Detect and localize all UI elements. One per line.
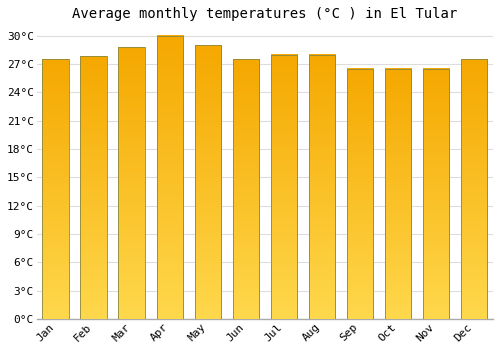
Bar: [118, 47, 145, 319]
Bar: [156, 36, 183, 319]
Bar: [460, 59, 487, 319]
Bar: [42, 59, 69, 319]
Bar: [346, 69, 374, 319]
Bar: [232, 59, 259, 319]
Bar: [270, 55, 297, 319]
Bar: [384, 69, 411, 319]
Title: Average monthly temperatures (°C ) in El Tular: Average monthly temperatures (°C ) in El…: [72, 7, 458, 21]
Bar: [308, 55, 335, 319]
Bar: [194, 45, 221, 319]
Bar: [422, 69, 450, 319]
Bar: [80, 56, 107, 319]
